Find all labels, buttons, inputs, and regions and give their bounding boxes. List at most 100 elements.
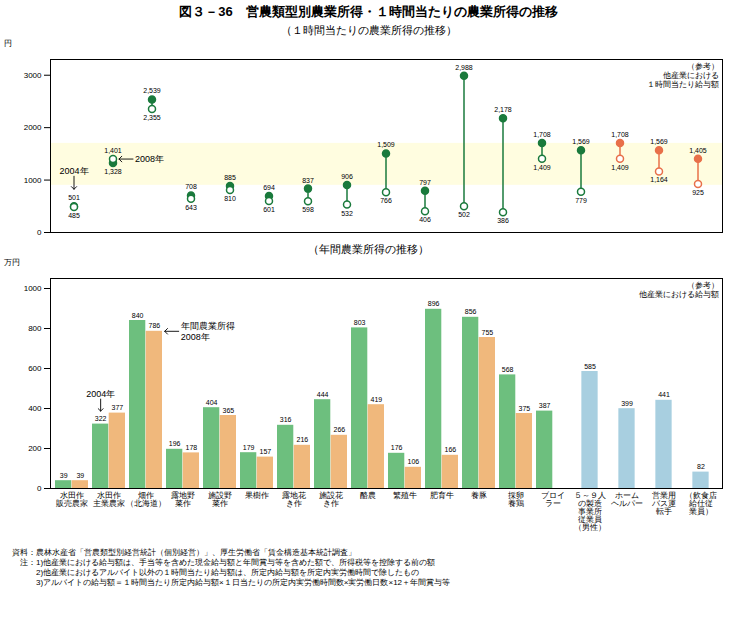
svg-text:856: 856 — [465, 308, 477, 315]
svg-text:585: 585 — [584, 363, 596, 370]
svg-text:840: 840 — [132, 312, 144, 319]
svg-text:1,405: 1,405 — [689, 147, 707, 154]
svg-text:1,569: 1,569 — [650, 138, 668, 145]
svg-text:水田作主業農家: 水田作主業農家 — [93, 491, 125, 508]
svg-text:1,708: 1,708 — [533, 131, 551, 138]
svg-text:106: 106 — [408, 458, 420, 465]
svg-text:502: 502 — [458, 211, 470, 218]
svg-text:800: 800 — [28, 324, 42, 333]
svg-text:肥育牛: 肥育牛 — [430, 491, 454, 500]
svg-text:441: 441 — [658, 391, 670, 398]
svg-text:444: 444 — [317, 391, 329, 398]
svg-text:露地花き作: 露地花き作 — [282, 491, 306, 508]
svg-text:ホームヘルパー: ホームヘルパー — [611, 491, 643, 508]
svg-text:501: 501 — [68, 194, 80, 201]
svg-text:797: 797 — [419, 179, 431, 186]
svg-text:0: 0 — [37, 484, 42, 493]
svg-text:419: 419 — [371, 396, 383, 403]
svg-text:2,355: 2,355 — [143, 114, 161, 121]
svg-text:266: 266 — [334, 426, 346, 433]
svg-text:322: 322 — [95, 415, 107, 422]
svg-text:1,509: 1,509 — [377, 141, 395, 148]
svg-text:779: 779 — [575, 197, 587, 204]
svg-text:179: 179 — [243, 444, 255, 451]
svg-text:766: 766 — [380, 197, 392, 204]
svg-text:（飲食店給仕従業員）: （飲食店給仕従業員） — [685, 491, 717, 516]
svg-text:1,409: 1,409 — [611, 164, 629, 171]
svg-text:2,539: 2,539 — [143, 87, 161, 94]
svg-text:216: 216 — [297, 436, 309, 443]
svg-text:畑作（北海道）: 畑作（北海道） — [126, 491, 166, 508]
svg-text:925: 925 — [692, 189, 704, 196]
svg-text:水田作販売農家: 水田作販売農家 — [56, 491, 88, 508]
svg-text:1,708: 1,708 — [611, 131, 629, 138]
svg-text:601: 601 — [263, 206, 275, 213]
svg-text:施設野菜作: 施設野菜作 — [208, 491, 232, 508]
svg-text:694: 694 — [263, 184, 275, 191]
svg-text:708: 708 — [185, 183, 197, 190]
svg-text:896: 896 — [428, 300, 440, 307]
svg-text:1000: 1000 — [24, 284, 42, 293]
svg-text:５～９人の製造事業所従業員（男性）: ５～９人の製造事業所従業員（男性） — [574, 491, 606, 532]
svg-text:755: 755 — [482, 329, 494, 336]
svg-text:3000: 3000 — [24, 71, 42, 80]
svg-text:1,401: 1,401 — [104, 147, 122, 154]
svg-text:837: 837 — [302, 177, 314, 184]
svg-text:2000: 2000 — [24, 123, 42, 132]
svg-text:598: 598 — [302, 206, 314, 213]
svg-text:（参考）他産業における給与額: （参考）他産業における給与額 — [639, 281, 719, 299]
svg-text:1,569: 1,569 — [572, 138, 590, 145]
svg-text:387: 387 — [539, 402, 551, 409]
svg-text:1,328: 1,328 — [104, 168, 122, 175]
svg-text:2004年: 2004年 — [86, 389, 115, 399]
svg-text:200: 200 — [28, 444, 42, 453]
svg-text:178: 178 — [186, 444, 198, 451]
svg-text:2008年: 2008年 — [135, 154, 164, 164]
svg-text:酪農: 酪農 — [360, 491, 376, 500]
svg-text:375: 375 — [519, 405, 531, 412]
svg-text:485: 485 — [68, 212, 80, 219]
svg-text:176: 176 — [391, 444, 403, 451]
svg-text:906: 906 — [341, 173, 353, 180]
svg-text:0: 0 — [37, 228, 42, 237]
svg-text:399: 399 — [621, 400, 633, 407]
svg-text:養豚: 養豚 — [471, 491, 487, 500]
svg-text:39: 39 — [60, 472, 68, 479]
svg-text:1000: 1000 — [24, 176, 42, 185]
svg-text:600: 600 — [28, 364, 42, 373]
svg-text:377: 377 — [112, 404, 124, 411]
svg-text:803: 803 — [354, 319, 366, 326]
svg-text:82: 82 — [697, 463, 705, 470]
svg-text:810: 810 — [224, 195, 236, 202]
svg-text:露地野菜作: 露地野菜作 — [171, 491, 195, 508]
svg-text:万円: 万円 — [4, 258, 20, 267]
svg-text:果樹作: 果樹作 — [245, 491, 269, 500]
svg-text:2,178: 2,178 — [494, 106, 512, 113]
svg-text:2,988: 2,988 — [455, 64, 473, 71]
svg-text:採卵養鶏: 採卵養鶏 — [508, 491, 524, 508]
svg-text:196: 196 — [169, 440, 181, 447]
svg-text:365: 365 — [223, 407, 235, 414]
svg-text:39: 39 — [76, 472, 84, 479]
svg-text:406: 406 — [419, 216, 431, 223]
svg-text:316: 316 — [280, 416, 292, 423]
svg-text:786: 786 — [149, 322, 161, 329]
svg-text:1,164: 1,164 — [650, 176, 668, 183]
svg-text:（参考）他産業における１時間当たり給与額: （参考）他産業における１時間当たり給与額 — [647, 62, 719, 89]
svg-text:ブロイラー: ブロイラー — [541, 491, 565, 508]
svg-text:885: 885 — [224, 174, 236, 181]
svg-text:円: 円 — [4, 39, 12, 48]
svg-text:404: 404 — [206, 399, 218, 406]
svg-text:166: 166 — [445, 446, 457, 453]
svg-text:繁殖牛: 繁殖牛 — [393, 491, 417, 500]
svg-text:157: 157 — [260, 448, 272, 455]
svg-text:年間農業所得2008年: 年間農業所得2008年 — [181, 321, 235, 341]
svg-text:営業用バス運転手: 営業用バス運転手 — [651, 491, 676, 516]
svg-text:2004年: 2004年 — [59, 166, 88, 176]
svg-text:643: 643 — [185, 204, 197, 211]
svg-text:400: 400 — [28, 404, 42, 413]
svg-text:施設花き作: 施設花き作 — [319, 491, 343, 508]
svg-text:532: 532 — [341, 210, 353, 217]
svg-text:1,409: 1,409 — [533, 164, 551, 171]
svg-text:568: 568 — [502, 366, 514, 373]
